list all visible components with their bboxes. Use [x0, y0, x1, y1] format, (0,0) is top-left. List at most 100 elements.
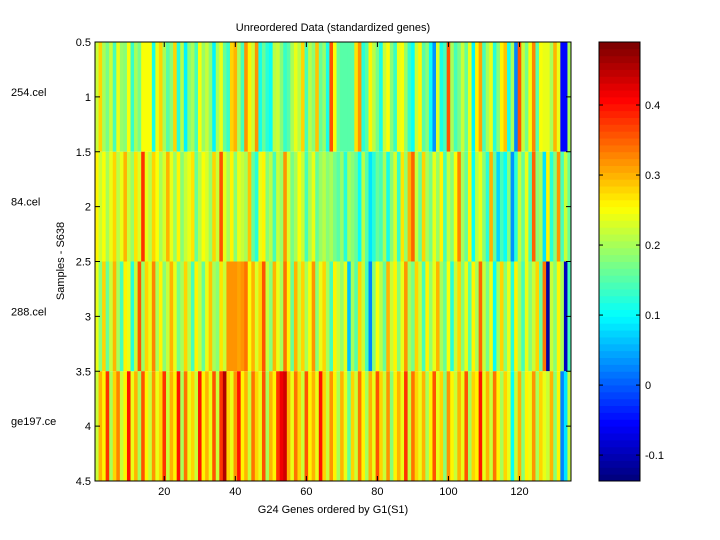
heatmap-cell — [329, 151, 334, 262]
heatmap-cell — [404, 371, 408, 481]
colorbar-swatch — [599, 378, 640, 386]
heatmap-cell — [333, 371, 337, 481]
heatmap-cell — [205, 371, 210, 481]
heatmap-cell — [563, 371, 568, 481]
heatmap-cell — [425, 261, 430, 372]
heatmap-cell — [212, 261, 217, 372]
heatmap-cell — [471, 151, 476, 262]
heatmap-cell — [539, 151, 543, 262]
heatmap-cell — [357, 151, 362, 262]
heatmap-cell — [176, 151, 181, 262]
heatmap-cell — [333, 261, 337, 372]
heatmap-cell — [226, 371, 231, 481]
colorbar-swatch — [599, 309, 640, 317]
heatmap-cell — [151, 371, 156, 481]
heatmap-cell — [212, 42, 217, 152]
heatmap-cell — [436, 371, 440, 481]
heatmap-cell — [247, 42, 252, 152]
heatmap-cell — [187, 42, 192, 152]
heatmap-cell — [418, 151, 423, 262]
heatmap-cell — [141, 151, 146, 262]
heatmap-cell — [169, 371, 174, 481]
heatmap-cell — [475, 261, 480, 372]
heatmap-cell — [528, 151, 533, 262]
colorbar-swatch — [599, 261, 640, 269]
heatmap-cell — [443, 371, 448, 481]
heatmap-cell — [126, 151, 131, 262]
heatmap-cell — [151, 42, 156, 152]
heatmap-cell — [286, 261, 291, 372]
heatmap-cell — [361, 371, 366, 481]
heatmap-cell — [503, 151, 508, 262]
heatmap-cell — [464, 42, 469, 152]
heatmap-cell — [112, 151, 117, 262]
heatmap-cell — [258, 151, 263, 262]
heatmap-cell — [485, 42, 490, 152]
heatmap-cell — [556, 151, 561, 262]
heatmap-cell — [290, 261, 295, 372]
heatmap-cell — [144, 151, 149, 262]
colorbar-tick-label: 0 — [645, 380, 651, 392]
heatmap-cell — [283, 371, 288, 481]
heatmap-cell — [531, 371, 536, 481]
colorbar-swatch — [599, 151, 640, 160]
heatmap-cell — [457, 42, 462, 152]
heatmap-cell — [109, 151, 114, 262]
colorbar-swatch — [599, 275, 640, 283]
colorbar-swatch — [599, 343, 640, 352]
heatmap-cell — [308, 151, 313, 262]
colorbar-swatch — [599, 69, 640, 77]
heatmap-cell — [489, 42, 494, 152]
heatmap-cell — [524, 261, 529, 372]
heatmap-cell — [137, 151, 142, 262]
heatmap-cell — [549, 371, 554, 481]
heatmap-cell — [546, 42, 551, 152]
heatmap-cell — [226, 151, 231, 262]
heatmap-cell — [418, 371, 423, 481]
heatmap-cell — [304, 151, 309, 262]
heatmap-cell — [446, 371, 451, 481]
heatmap-cell — [158, 151, 163, 262]
heatmap-cell — [180, 42, 185, 152]
heatmap-cell — [347, 261, 352, 372]
heatmap-cell — [254, 151, 259, 262]
heatmap-cell — [521, 261, 526, 372]
heatmap-cell — [368, 261, 373, 372]
heatmap-cell — [311, 261, 316, 372]
heatmap-cell — [329, 261, 334, 372]
heatmap-cell — [190, 371, 195, 481]
heatmap-cell — [258, 42, 263, 152]
heatmap-cell — [258, 371, 263, 481]
heatmap-cell — [368, 371, 373, 481]
heatmap-cell — [563, 42, 568, 152]
heatmap-cell — [173, 261, 178, 372]
heatmap-cell — [521, 371, 526, 481]
heatmap-cell — [141, 261, 146, 372]
x-tick-label: 100 — [439, 486, 457, 498]
heatmap-cell — [375, 261, 380, 372]
y-tick-label: 1 — [85, 92, 91, 104]
heatmap-cell — [237, 151, 242, 262]
heatmap-cell — [251, 371, 256, 481]
heatmap-cell — [183, 371, 188, 481]
heatmap-cell — [535, 371, 540, 481]
heatmap-cell — [219, 261, 224, 372]
heatmap-cell — [233, 371, 238, 481]
colorbar-swatch — [599, 103, 640, 112]
heatmap-cell — [428, 151, 433, 262]
heatmap-cell — [265, 261, 270, 372]
heatmap-cell — [343, 261, 348, 372]
heatmap-cell — [489, 371, 494, 481]
heatmap-cell — [173, 42, 178, 152]
heatmap-cell — [510, 261, 515, 372]
heatmap-cell — [240, 371, 245, 481]
heatmap-cell — [134, 261, 139, 372]
row-label: ge197.ce — [11, 416, 56, 428]
heatmap-cell — [102, 371, 107, 481]
heatmap-cell — [375, 42, 380, 152]
heatmap-cell — [549, 42, 554, 152]
heatmap-cell — [134, 371, 139, 481]
heatmap-cell — [244, 261, 249, 372]
heatmap-cell — [496, 42, 501, 152]
heatmap-cell — [194, 151, 199, 262]
